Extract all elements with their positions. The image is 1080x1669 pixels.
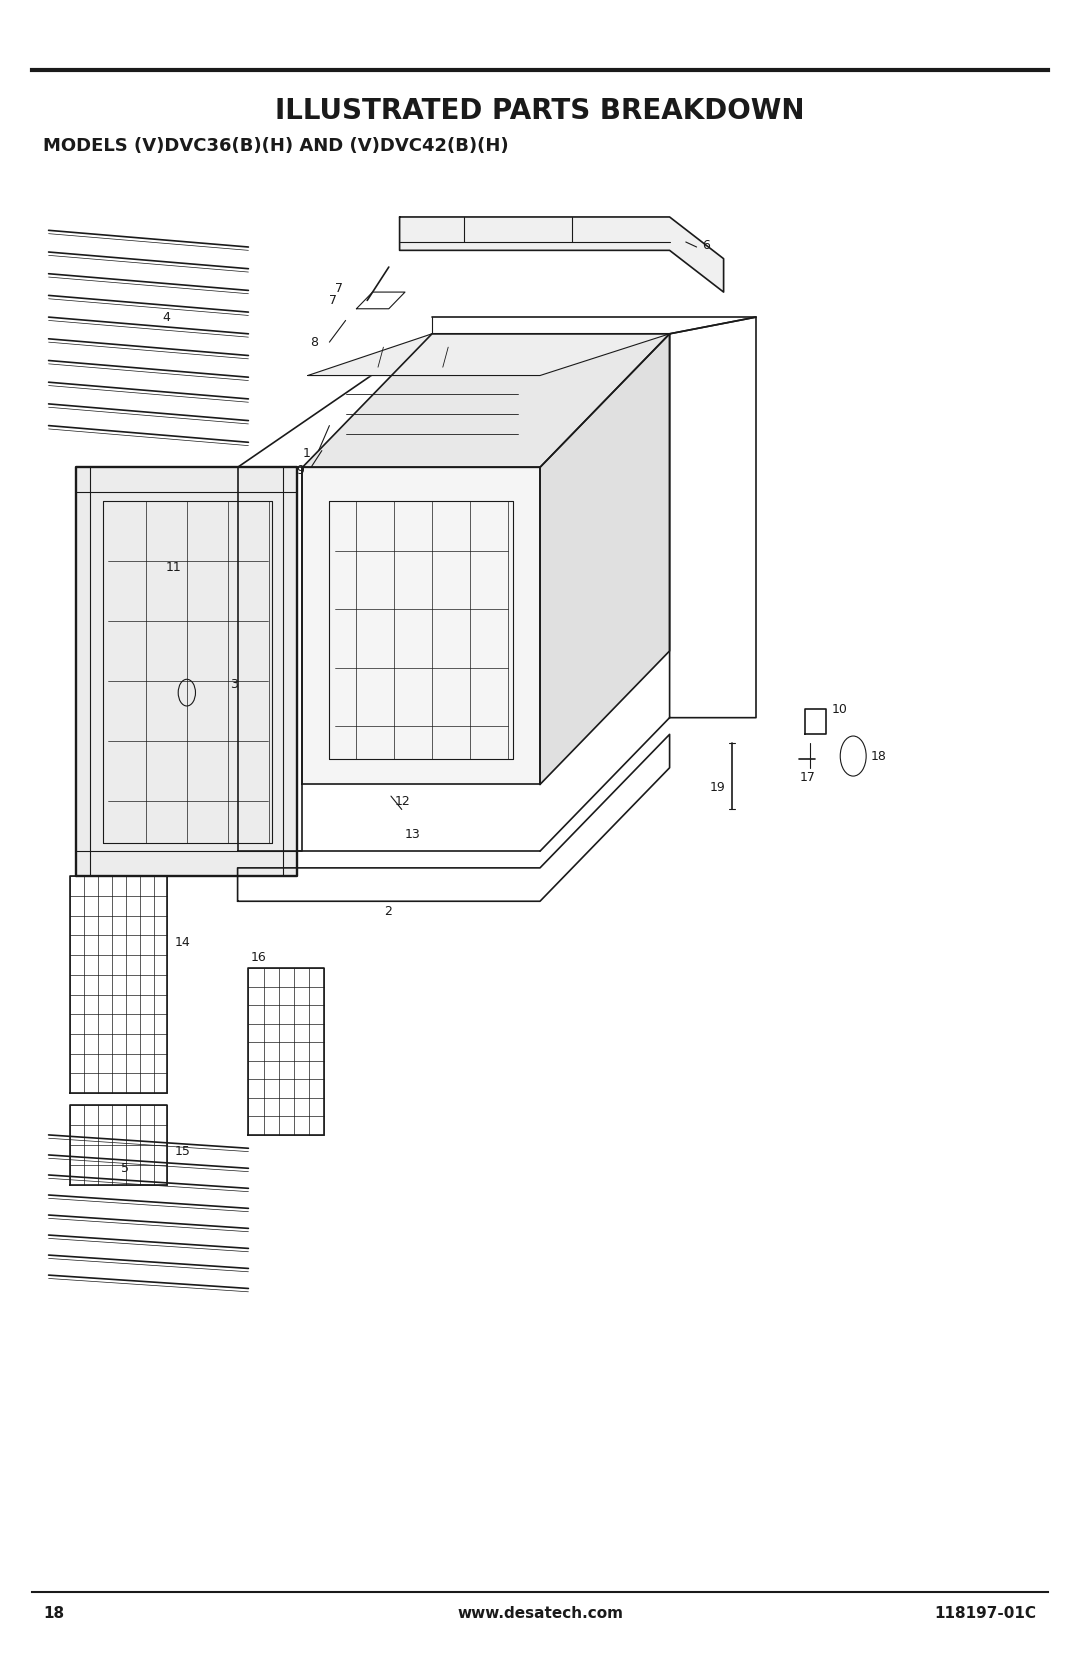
Text: 7: 7 (336, 282, 343, 295)
Text: 14: 14 (175, 936, 191, 950)
Text: 19: 19 (710, 781, 726, 794)
Text: ILLUSTRATED PARTS BREAKDOWN: ILLUSTRATED PARTS BREAKDOWN (275, 97, 805, 125)
Text: 17: 17 (800, 771, 815, 784)
Text: 8: 8 (311, 335, 319, 349)
Text: 10: 10 (832, 703, 848, 716)
Text: 16: 16 (251, 951, 267, 965)
Text: 7: 7 (329, 294, 337, 307)
Text: MODELS (V)DVC36(B)(H) AND (V)DVC42(B)(H): MODELS (V)DVC36(B)(H) AND (V)DVC42(B)(H) (43, 137, 509, 155)
Text: 13: 13 (405, 828, 421, 841)
Text: 18: 18 (43, 1606, 65, 1621)
Text: 5: 5 (121, 1162, 129, 1175)
Text: 4: 4 (162, 310, 170, 324)
Text: 6: 6 (702, 239, 710, 252)
Polygon shape (308, 334, 670, 376)
Polygon shape (302, 467, 540, 784)
Text: 9: 9 (297, 464, 305, 477)
Text: 12: 12 (394, 794, 410, 808)
Text: 18: 18 (870, 749, 887, 763)
Text: www.desatech.com: www.desatech.com (457, 1606, 623, 1621)
Polygon shape (540, 334, 670, 784)
Text: 118197-01C: 118197-01C (935, 1606, 1037, 1621)
Polygon shape (76, 467, 297, 876)
Text: 15: 15 (175, 1145, 191, 1158)
Text: 2: 2 (384, 905, 392, 918)
Polygon shape (400, 217, 724, 292)
Text: 11: 11 (165, 561, 181, 574)
Text: 3: 3 (230, 678, 238, 691)
Text: 1: 1 (303, 447, 311, 461)
Polygon shape (302, 334, 670, 467)
